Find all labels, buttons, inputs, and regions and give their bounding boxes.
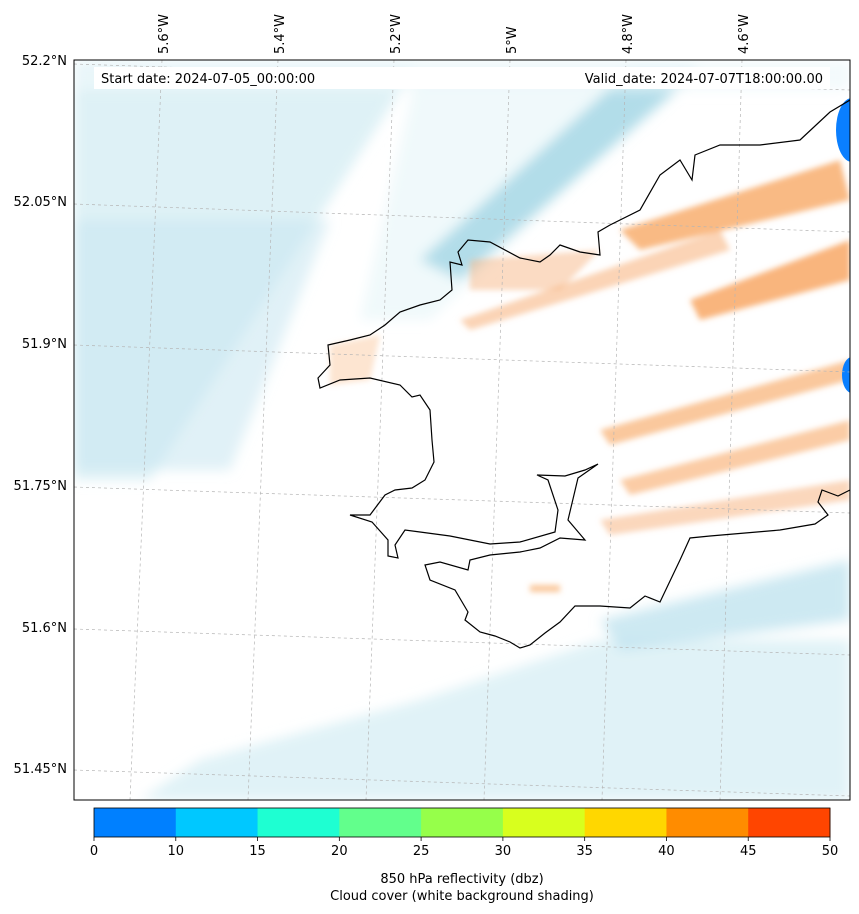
colorbar-tick-label: 40 [658, 844, 675, 859]
colorbar-tick-label: 15 [249, 844, 266, 859]
colorbar-swatch [94, 808, 177, 837]
reflectivity-blobs [836, 98, 850, 393]
colorbar-swatch [339, 808, 422, 837]
colorbar-tick-label: 45 [740, 844, 757, 859]
colorbar: 0 10 15 20 25 30 35 40 45 50 850 hPa reflectivity… [90, 807, 838, 904]
orange-shading-bands [330, 160, 850, 592]
longitude-labels: 5.6°W 5.4°W 5.2°W 5°W 4.8°W 4.6°W [157, 14, 752, 54]
colorbar-tick-label: 20 [331, 844, 348, 859]
colorbar-tick-label: 10 [168, 844, 185, 859]
colorbar-swatch [748, 808, 831, 837]
colorbar-swatches [94, 808, 831, 837]
latitude-labels: 52.2°N 52.05°N 51.9°N 51.75°N 51.6°N 51.… [14, 54, 67, 777]
colorbar-label-line1: 850 hPa reflectivity (dbz) [380, 872, 543, 887]
colorbar-tick-label: 30 [495, 844, 512, 859]
colorbar-frame [93, 807, 831, 838]
lon-label: 5°W [505, 26, 520, 54]
lon-label: 5.4°W [273, 14, 288, 54]
colorbar-tick-label: 25 [413, 844, 430, 859]
lon-label: 4.8°W [621, 14, 636, 54]
colorbar-tick-label: 50 [822, 844, 839, 859]
date-info-bar: Start date: 2024-07-05_00:00:00 Valid_da… [94, 67, 830, 89]
colorbar-label-line2: Cloud cover (white background shading) [330, 889, 594, 904]
lat-label: 51.6°N [22, 621, 67, 636]
colorbar-ticks: 0 10 15 20 25 30 35 40 45 50 [90, 837, 838, 859]
lon-label: 5.2°W [389, 14, 404, 54]
valid-date-text: Valid_date: 2024-07-07T18:00:00.00 [585, 72, 823, 87]
colorbar-tick-label: 0 [90, 844, 98, 859]
colorbar-swatch [421, 808, 504, 837]
map-panel [74, 60, 850, 800]
colorbar-swatch [175, 808, 259, 837]
colorbar-swatch [666, 808, 749, 837]
colorbar-swatch [502, 808, 586, 837]
colorbar-swatch [584, 808, 667, 837]
map-frame [73, 59, 851, 801]
start-date-text: Start date: 2024-07-05_00:00:00 [101, 72, 315, 87]
lon-label: 5.6°W [157, 14, 172, 54]
lon-label: 4.6°W [737, 14, 752, 54]
coastline [317, 99, 850, 649]
colorbar-tick-label: 35 [576, 844, 593, 859]
lat-label: 51.45°N [14, 762, 67, 777]
lat-label: 52.2°N [22, 54, 67, 69]
lat-label: 52.05°N [14, 195, 67, 210]
lat-label: 51.9°N [22, 337, 67, 352]
colorbar-swatch [257, 808, 340, 837]
lat-label: 51.75°N [14, 479, 67, 494]
